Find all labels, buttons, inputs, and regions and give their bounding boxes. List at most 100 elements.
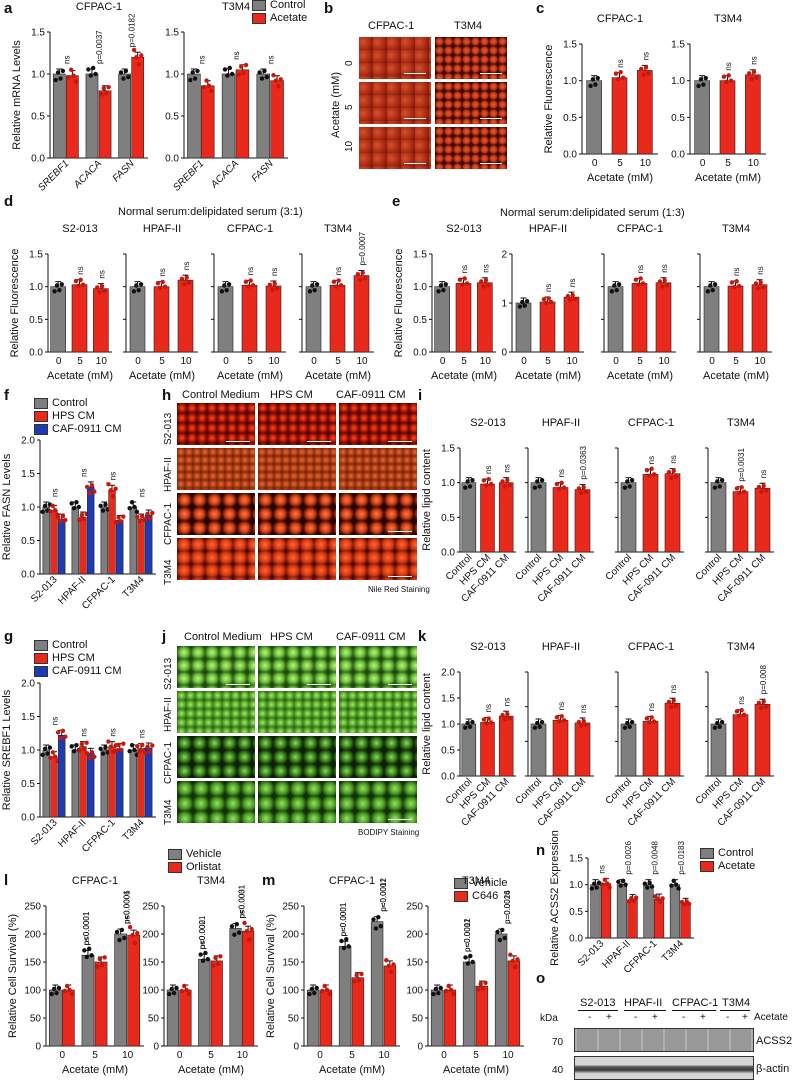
micrograph-cfpac1-control <box>176 735 256 779</box>
bar <box>242 930 255 1047</box>
data-point <box>570 292 575 298</box>
micro-b-ylabel: Acetate (mM) <box>330 71 342 138</box>
micrograph-s2013-control <box>176 645 256 689</box>
y-tick-label: 0.0 <box>21 570 35 581</box>
bar <box>620 723 637 777</box>
annotation: p=0.0048 <box>650 841 659 875</box>
data-point <box>478 981 483 987</box>
micro-h-caption: Nile Red Staining <box>368 585 430 594</box>
data-point <box>239 64 244 69</box>
bar <box>754 703 771 777</box>
data-point <box>104 91 109 96</box>
data-point <box>138 282 144 287</box>
data-point <box>572 296 578 302</box>
bar <box>680 903 691 939</box>
micro-j-row-cfpac1: CFPAC-1 <box>163 741 174 784</box>
annotation: ns <box>724 62 733 70</box>
blot-treat-6: + <box>700 1012 706 1023</box>
annotation: ns <box>51 717 60 725</box>
y-tick-label: 1 <box>501 299 507 310</box>
bar <box>58 734 66 818</box>
data-point <box>629 477 635 483</box>
data-point <box>84 751 90 756</box>
bar <box>265 285 282 353</box>
annotation: ns <box>80 468 89 476</box>
data-point <box>89 750 95 755</box>
bar <box>443 989 457 1047</box>
data-point <box>488 720 494 725</box>
blot-line-underline <box>672 1010 716 1011</box>
annotation: ns <box>197 56 206 64</box>
data-point <box>626 899 632 904</box>
data-point <box>140 742 145 748</box>
data-point <box>660 896 665 901</box>
data-point <box>686 901 692 907</box>
data-point <box>100 508 106 513</box>
y-tick-label: 1.5 <box>413 250 427 261</box>
micrograph-cfpac1-caf <box>338 735 418 779</box>
legend-label-vehicle: Vehicle <box>186 848 222 860</box>
annotation: p=0.0037 <box>95 30 104 64</box>
data-point <box>58 518 63 524</box>
x-tick-label: 10 <box>180 356 192 367</box>
data-point <box>88 73 93 78</box>
data-point <box>625 720 630 726</box>
data-point <box>201 84 207 90</box>
data-point <box>460 282 465 287</box>
annotation: p<0.0001 <box>82 911 91 945</box>
annotation: ns <box>270 268 279 276</box>
data-point <box>203 950 208 956</box>
data-point <box>93 71 98 77</box>
data-point <box>467 484 473 489</box>
data-point <box>715 479 720 484</box>
annotation: ns <box>616 59 625 67</box>
data-point <box>470 959 475 965</box>
serum-condition-e: Normal serum:delipidated serum (1:3) <box>500 207 685 219</box>
blot-treat-3: - <box>634 1012 638 1023</box>
scale-bar <box>226 684 250 685</box>
annotation: ns <box>460 265 469 273</box>
data-point <box>633 277 639 282</box>
data-point <box>486 716 491 721</box>
bar <box>116 748 124 818</box>
data-point <box>651 719 657 724</box>
x-tick-label: 5 <box>617 158 623 169</box>
data-point <box>158 285 163 291</box>
scale-bar <box>307 684 331 685</box>
annotation: p=0.0363 <box>579 445 588 479</box>
data-point <box>86 946 92 951</box>
data-point <box>613 71 619 76</box>
blot-band-label-actin: β-actin <box>756 1063 790 1075</box>
data-point <box>671 878 676 884</box>
data-point <box>198 952 203 957</box>
bar <box>655 282 672 353</box>
legend-label-hps: HPS CM <box>52 652 95 664</box>
chart-d-cfpac1: CFPAC-1 0 5 10 ns ns Acetate (mM) <box>211 223 286 382</box>
data-point <box>758 280 763 285</box>
y-tick-label: 2.0 <box>21 436 35 447</box>
data-point <box>698 77 704 82</box>
data-point <box>142 517 148 522</box>
data-point <box>581 485 586 490</box>
micro-j-row-hpafii: HPAF-II <box>163 697 174 732</box>
data-point <box>139 53 144 58</box>
x-tick-label: 10 <box>502 1050 514 1061</box>
data-point <box>451 991 456 997</box>
data-point <box>747 71 752 76</box>
blot-band-actin <box>574 1056 754 1080</box>
data-point <box>484 483 489 488</box>
bar <box>137 518 145 575</box>
annotation: ns <box>557 702 566 710</box>
data-point <box>464 281 470 286</box>
bar <box>477 282 493 353</box>
bar <box>114 933 127 1047</box>
bar <box>71 506 79 575</box>
data-point <box>647 720 652 725</box>
blot-band-acss2 <box>574 1028 754 1052</box>
x-tick-label: 10 <box>640 158 652 169</box>
x-axis-label: Acetate (mM) <box>47 370 113 382</box>
micrograph-hpafii-control <box>176 447 256 491</box>
bar <box>50 510 58 575</box>
annotation: ns <box>484 704 493 712</box>
